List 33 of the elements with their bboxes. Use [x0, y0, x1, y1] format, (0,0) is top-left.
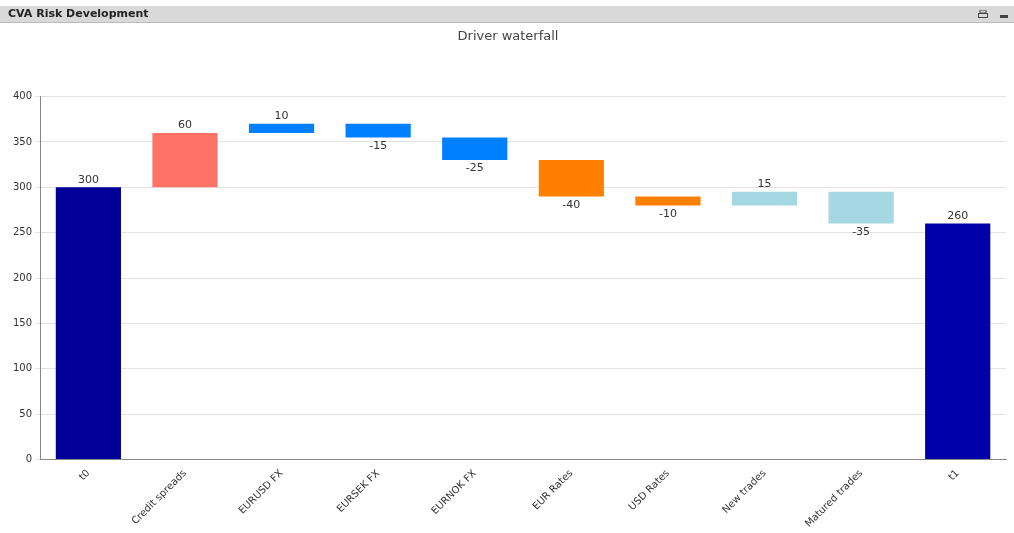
bar — [442, 137, 508, 161]
data-label: -15 — [369, 138, 388, 152]
y-tick-label: 0 — [25, 453, 33, 465]
data-label: -25 — [465, 161, 484, 175]
bar — [925, 223, 991, 459]
y-tick-label: 300 — [12, 180, 33, 192]
y-tick-label: 250 — [12, 226, 33, 238]
y-tick-label: 150 — [12, 316, 33, 328]
y-tick-label: 100 — [12, 362, 33, 374]
data-label: 10 — [274, 109, 289, 123]
bar — [635, 196, 701, 206]
bar — [248, 123, 315, 133]
data-label: 15 — [757, 177, 772, 191]
text: CVA Risk Development — [8, 7, 149, 20]
data-label: 60 — [177, 118, 192, 132]
bar — [538, 160, 604, 197]
data-label: -40 — [562, 197, 581, 211]
bar — [731, 191, 798, 206]
y-tick-label: 50 — [19, 407, 33, 419]
x-tick-label: t0 — [76, 467, 92, 483]
bar — [828, 191, 894, 224]
bar — [152, 132, 218, 188]
chart-title: Driver waterfall — [457, 28, 559, 44]
y-tick-label: 400 — [12, 90, 33, 102]
data-label: 300 — [77, 172, 99, 186]
x-tick-label: t1 — [945, 467, 961, 483]
data-label: 260 — [947, 208, 969, 222]
y-tick-label: 350 — [12, 135, 33, 147]
y-tick-label: 200 — [12, 271, 33, 283]
data-label: -35 — [852, 224, 871, 238]
bar — [345, 123, 411, 138]
bar — [55, 187, 121, 459]
data-label: -10 — [658, 206, 677, 220]
